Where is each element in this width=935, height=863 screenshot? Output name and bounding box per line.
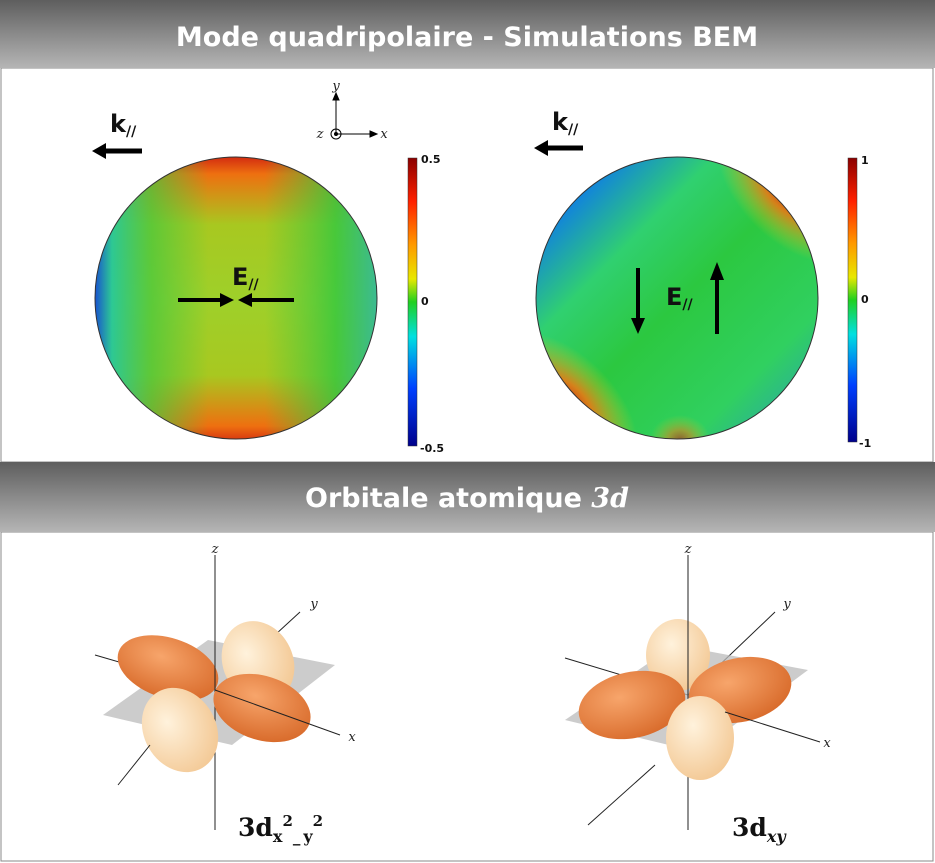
label-sub: _ [293, 828, 301, 846]
colorbar-label: -1 [859, 437, 871, 450]
axis-label: x [348, 730, 356, 745]
axis-label: y [309, 597, 318, 612]
wavevector-arrow [534, 140, 583, 156]
coordinate-icon [330, 91, 379, 140]
axis-label: x [823, 736, 831, 751]
section-title: Orbitale atomique 3d [305, 483, 629, 514]
axis-label: z [211, 542, 219, 557]
wavevector-label: k// [110, 110, 137, 140]
header-title: Mode quadripolaire - Simulations BEM [176, 22, 758, 53]
axis-label: x [380, 127, 388, 142]
orbital-label: 3dx2_ y2 [238, 812, 323, 846]
axis-label: y [331, 79, 340, 94]
colorbar [407, 157, 418, 447]
wavevector-arrow [92, 143, 142, 159]
axis-label: y [782, 597, 791, 612]
colorbar-label: 0 [861, 293, 869, 306]
label-sup: 2 [282, 812, 292, 830]
label-sub: xy [766, 827, 788, 846]
orbital-label: 3dxy [732, 813, 787, 846]
field-arrows [178, 293, 294, 307]
label-sub: x [273, 827, 283, 846]
particle-outline [94, 156, 378, 440]
label-sub: y [302, 827, 313, 846]
label-main: 3d [732, 813, 767, 842]
symbol: E [232, 263, 248, 291]
axis-label: z [316, 127, 324, 142]
header-bar [0, 0, 935, 68]
symbol: k [110, 110, 127, 138]
label-sup: 2 [313, 812, 323, 830]
particle-outline [535, 156, 819, 440]
section-symbol: 3d [591, 483, 629, 514]
colorbar-label: -0.5 [420, 442, 444, 455]
field-label: E// [232, 263, 260, 293]
field-arrows [631, 262, 724, 334]
symbol: E [666, 283, 682, 311]
label-main: 3d [238, 813, 273, 842]
orbital-dx2y2 [94, 555, 341, 830]
orbital-dxy [564, 555, 821, 830]
colorbar [847, 157, 858, 443]
symbol: k [552, 108, 569, 136]
colorbar-label: 0 [421, 295, 429, 308]
subscript: // [568, 122, 579, 138]
field-label: E// [666, 283, 694, 313]
subscript: // [682, 297, 693, 313]
colorbar-label: 0.5 [421, 153, 441, 166]
subscript: // [126, 124, 137, 140]
field-map [95, 157, 377, 439]
section-text: Orbitale atomique [305, 483, 582, 514]
wavevector-label: k// [552, 108, 579, 138]
axis-label: z [684, 542, 692, 557]
section-bar [0, 462, 935, 532]
colorbar-label: 1 [861, 154, 869, 167]
subscript: // [248, 277, 259, 293]
